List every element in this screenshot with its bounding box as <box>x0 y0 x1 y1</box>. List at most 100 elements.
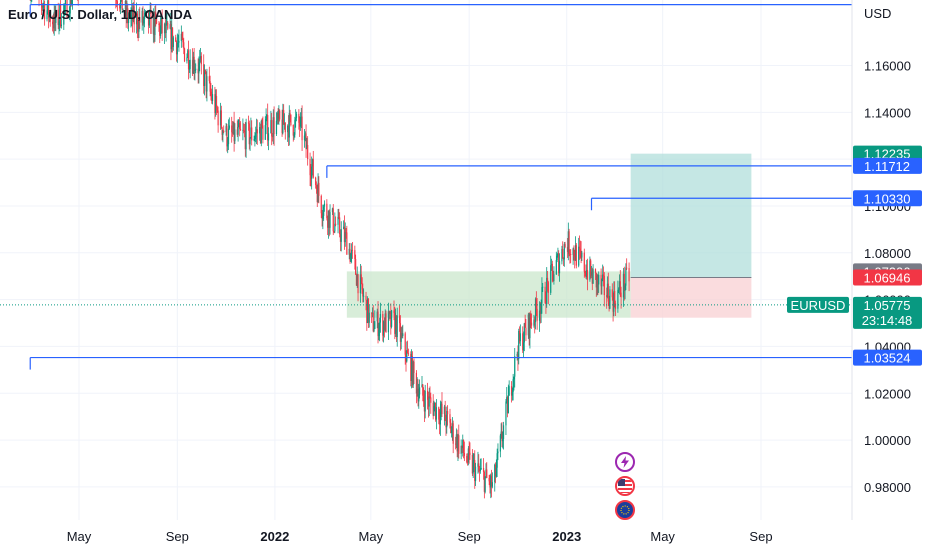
candle-body <box>384 313 386 331</box>
candle-body <box>424 390 426 412</box>
price-tag-label: 1.03524 <box>864 351 911 366</box>
candle-body <box>388 311 390 314</box>
candle-body <box>591 271 593 284</box>
candle-body <box>331 208 334 213</box>
candle-body <box>231 125 233 133</box>
candle-body <box>450 430 453 433</box>
candle-body <box>58 21 60 26</box>
candle-body <box>441 403 443 415</box>
candle-body <box>479 469 481 472</box>
candle-body <box>198 62 200 74</box>
time-axis[interactable]: May Sep 2022 May Sep 2023 May Sep <box>67 529 773 544</box>
candle-body <box>594 269 597 273</box>
candle-body <box>143 12 146 20</box>
candle-body <box>612 297 614 312</box>
candle-body <box>360 274 362 278</box>
candle-body <box>462 439 464 449</box>
candle-body <box>135 13 138 25</box>
candle-body <box>497 451 499 454</box>
candle-body <box>530 322 533 326</box>
candle-body <box>181 33 183 40</box>
candle-body <box>283 122 286 125</box>
candle-body <box>242 129 244 131</box>
candle-body <box>295 113 298 118</box>
long-position-profit[interactable] <box>630 153 752 278</box>
candle-body <box>446 410 449 415</box>
candle-body <box>348 248 350 255</box>
candle-body <box>294 119 296 135</box>
candle-body <box>484 476 486 492</box>
candle-body <box>203 64 205 87</box>
candle-body <box>389 312 391 314</box>
candle-body <box>570 253 572 255</box>
candle-body <box>41 5 43 8</box>
candle-body <box>458 435 460 454</box>
candle-body <box>232 121 234 134</box>
candle-body <box>346 232 348 255</box>
long-position-loss[interactable] <box>630 277 752 318</box>
price-axis[interactable]: 1.160001.140001.120001.100001.080001.060… <box>864 59 911 495</box>
candle-body <box>349 248 351 262</box>
candle-body <box>575 245 577 266</box>
candle-body <box>287 125 289 133</box>
candle-body <box>125 0 127 17</box>
candle-body <box>517 353 519 360</box>
candle-body <box>546 277 548 304</box>
lightning-icon[interactable] <box>615 452 635 472</box>
us-flag-icon[interactable] <box>615 476 635 496</box>
candle-body <box>255 129 258 133</box>
candle-body <box>136 13 138 29</box>
candle-body <box>295 117 297 120</box>
candle-body <box>254 137 256 139</box>
candle-body <box>131 8 133 15</box>
candle-body <box>68 13 71 18</box>
candle-body <box>583 252 585 272</box>
candle-body <box>155 12 157 19</box>
candle-body <box>219 110 222 126</box>
candle-body <box>214 94 216 114</box>
candle-body <box>159 25 162 36</box>
candle-body <box>272 117 274 137</box>
candle-body <box>366 300 368 324</box>
candle-body <box>573 248 575 257</box>
candle-body <box>142 10 144 24</box>
candle-body <box>407 350 409 354</box>
candle-body <box>393 310 395 313</box>
candle-body <box>345 232 347 233</box>
candle-body <box>344 232 346 243</box>
candle-body <box>407 353 410 355</box>
x-tick-label: 2023 <box>552 529 581 544</box>
candle-body <box>455 434 457 445</box>
candle-body <box>339 234 342 242</box>
currency-label[interactable]: USD <box>864 6 892 21</box>
price-tags: 1.122351.117121.103301.072061.069461.052… <box>787 145 922 366</box>
candle-body <box>472 460 474 474</box>
candle-body <box>279 110 281 120</box>
candle-body <box>467 448 469 463</box>
candle-body <box>175 37 177 42</box>
candle-body <box>558 261 561 274</box>
candle-body <box>511 392 513 396</box>
candle-body <box>586 269 589 280</box>
candle-body <box>251 127 253 141</box>
candle-body <box>438 407 440 420</box>
candle-body <box>326 203 328 219</box>
candle-body <box>568 231 570 254</box>
candle-body <box>562 248 564 258</box>
candle-body <box>311 159 314 167</box>
eu-flag-icon[interactable] <box>615 500 635 520</box>
candle-body <box>383 321 385 336</box>
candle-body <box>474 460 476 482</box>
candle-body <box>488 477 490 482</box>
candle-body <box>66 0 68 18</box>
candle-body <box>266 115 268 120</box>
candle-body <box>574 245 577 261</box>
candle-body <box>434 402 437 420</box>
candle-body <box>205 71 207 92</box>
candle-body <box>301 116 303 141</box>
candle-body <box>215 95 217 114</box>
horizontal-levels[interactable] <box>0 4 852 370</box>
candle-body <box>204 69 206 72</box>
candle-body <box>490 475 492 488</box>
